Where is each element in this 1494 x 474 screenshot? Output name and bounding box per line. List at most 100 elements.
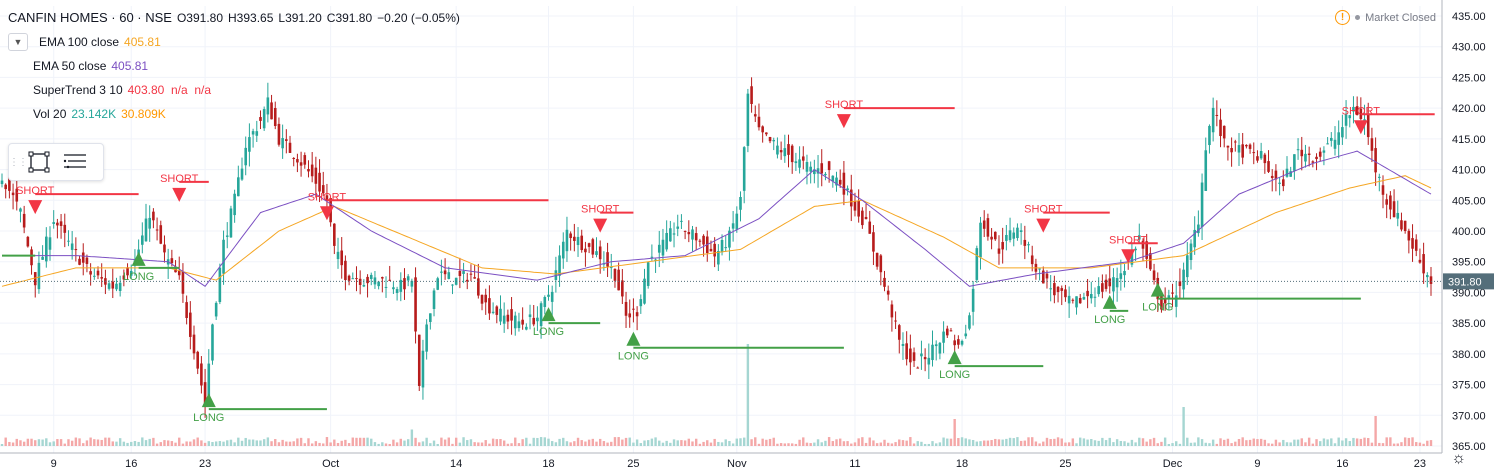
volume-bar <box>1115 439 1119 446</box>
volume-bar <box>983 440 986 446</box>
drawing-toolbox[interactable]: ⋮⋮ <box>8 143 104 181</box>
candle-body <box>299 162 303 166</box>
indicator-row-ema100[interactable]: ▼ EMA 100 close 405.81 <box>8 30 460 54</box>
candle-body <box>362 285 366 287</box>
candle-body <box>296 159 299 163</box>
volume-bar <box>971 439 975 446</box>
candle-body <box>849 189 853 207</box>
status-dot <box>1355 15 1361 20</box>
volume-bar <box>757 443 761 446</box>
volume-bar <box>248 439 251 446</box>
indicator-value-ma: 30.809K <box>121 107 166 121</box>
volume-bar <box>1189 442 1193 446</box>
candle-body <box>207 363 211 397</box>
candle-body <box>1060 288 1064 291</box>
volume-bar <box>1348 441 1351 446</box>
volume-bar <box>680 440 683 446</box>
volume-bar <box>1119 440 1123 446</box>
candle-body <box>240 168 244 180</box>
volume-bar <box>1171 443 1174 446</box>
volume-bar <box>838 438 842 446</box>
list-tool-button[interactable] <box>57 147 93 177</box>
volume-bar <box>1215 443 1219 446</box>
settings-icon[interactable]: ☼ <box>1451 450 1466 467</box>
candle-body <box>1278 182 1281 184</box>
candle-body <box>842 172 846 195</box>
volume-bar <box>1307 437 1311 446</box>
volume-bar <box>274 439 277 446</box>
volume-bar <box>45 438 48 446</box>
volume-bar <box>155 443 159 446</box>
volume-bar <box>931 441 934 446</box>
candle-body <box>838 179 842 185</box>
market-status-label: Market Closed <box>1365 11 1436 24</box>
volume-bar <box>580 440 583 446</box>
volume-bar <box>927 443 931 446</box>
volume-bar <box>1045 437 1049 446</box>
candle-body <box>1078 297 1082 304</box>
candle-body <box>827 161 831 171</box>
volume-bar <box>761 438 764 446</box>
volume-bar <box>1304 442 1307 446</box>
candle-body <box>237 177 240 197</box>
drag-handle[interactable]: ⋮⋮ <box>9 156 28 168</box>
volume-bar <box>322 443 325 446</box>
candle-body <box>1222 125 1226 139</box>
volume-bar <box>15 438 18 446</box>
ema50-line <box>2 150 1432 287</box>
price-tick-label: 410.00 <box>1452 165 1486 177</box>
time-tick-label: 23 <box>1414 458 1426 470</box>
volume-bar <box>277 442 281 446</box>
candle-body <box>1348 115 1352 119</box>
volume-bar <box>879 442 883 446</box>
candle-body <box>414 277 417 332</box>
candle-body <box>152 211 155 221</box>
volume-bar <box>1274 439 1278 446</box>
market-status[interactable]: ! Market Closed <box>1335 10 1436 25</box>
volume-bar <box>26 438 30 446</box>
volume-bar <box>717 441 720 446</box>
volume-bar <box>344 439 347 446</box>
short-signal-arrow <box>1036 218 1051 233</box>
volume-bar <box>1027 437 1030 446</box>
indicator-row-supertrend[interactable]: SuperTrend 3 10 403.80 n/a n/a <box>8 78 460 102</box>
candle-body <box>93 275 96 277</box>
candle-body <box>30 249 33 266</box>
candle-body <box>81 252 85 263</box>
candle-body <box>650 256 654 258</box>
volume-bar <box>920 441 923 446</box>
volume-bar <box>864 442 868 446</box>
candle-body <box>1245 144 1248 147</box>
time-tick-label: Dec <box>1163 458 1183 470</box>
candle-body <box>768 137 772 142</box>
candle-body <box>251 131 255 135</box>
volume-bar <box>639 443 643 446</box>
collapse-legend-button[interactable]: ▼ <box>8 33 28 51</box>
volume-bar <box>111 441 114 446</box>
volume-bar <box>1223 439 1226 446</box>
volume-bar <box>333 439 336 446</box>
rectangle-tool-button[interactable] <box>21 147 57 177</box>
time-tick-label: Oct <box>322 458 339 470</box>
volume-bar <box>1141 438 1145 446</box>
volume-bar <box>1429 440 1433 446</box>
volume-bar <box>713 438 716 446</box>
symbol-title[interactable]: CANFIN HOMES · 60 · NSE <box>8 10 172 25</box>
volume-bar <box>654 437 657 446</box>
indicator-row-volume[interactable]: Vol 20 23.142K 30.809K <box>8 102 460 126</box>
candle-body <box>74 249 78 251</box>
volume-bar <box>451 443 454 446</box>
candle-body <box>942 331 945 343</box>
candle-body <box>48 237 52 250</box>
candle-body <box>990 236 993 240</box>
price-tick-label: 405.00 <box>1452 195 1486 207</box>
candle-body <box>672 233 676 235</box>
candle-body <box>115 283 118 290</box>
candle-body <box>569 233 572 239</box>
candle-body <box>358 278 362 285</box>
volume-bar <box>281 439 284 446</box>
indicator-row-ema50[interactable]: EMA 50 close 405.81 <box>8 54 460 78</box>
candle-body <box>879 255 883 273</box>
candle-body <box>643 278 646 304</box>
